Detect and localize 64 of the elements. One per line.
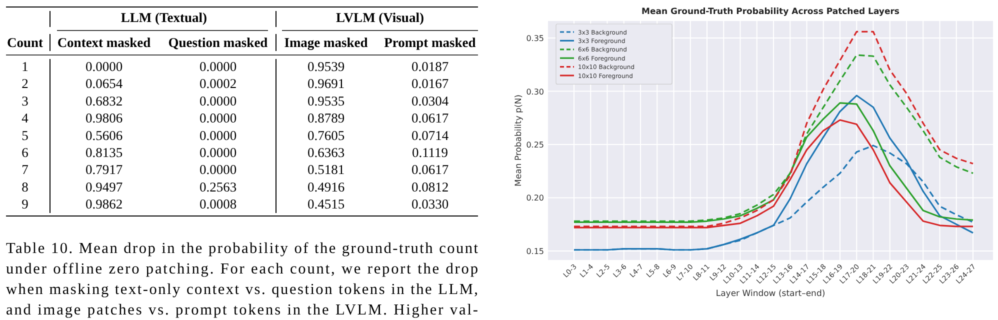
data-label: 0.7605	[307, 128, 345, 143]
chart-title: Mean Ground-Truth Probability Across Patched Layers	[642, 7, 900, 17]
y-tick-label: 5	[22, 128, 29, 143]
y-tick-label: 8	[22, 179, 29, 194]
y-tick-label: 0.20	[526, 194, 544, 203]
data-label: 0.0304	[411, 93, 449, 108]
data-label: 0.0617	[411, 110, 449, 126]
data-label: 0.9497	[85, 179, 123, 194]
x-axis-title: Layer Window (start–end)	[716, 289, 826, 299]
data-label: 0.2563	[199, 179, 237, 194]
text: LLM (Textual)	[120, 10, 208, 25]
data-label: 0.5181	[307, 162, 345, 178]
data-label: 0.9539	[307, 59, 345, 74]
y-tick-label: 6	[22, 145, 29, 160]
data-label: 0.9806	[85, 110, 123, 126]
data-label: 0.4515	[307, 196, 345, 212]
y-tick-label: 1	[22, 59, 28, 74]
x-tick-label: Context masked	[57, 35, 152, 50]
data-label: 0.0000	[199, 59, 237, 74]
y-tick-label: 9	[22, 196, 29, 212]
data-label: 0.0617	[411, 162, 449, 178]
y-axis-title: Count	[6, 35, 44, 50]
data-label: 0.8135	[85, 145, 123, 160]
y-tick-label: 0.15	[526, 246, 544, 256]
data-label: 0.0167	[411, 76, 449, 92]
data-label: 0.9535	[307, 93, 345, 108]
data-label: 0.4916	[307, 179, 345, 194]
caption: Table 10. Mean drop in the probability of the ground-truth count	[6, 240, 479, 257]
x-tick-label: Prompt masked	[384, 35, 476, 50]
data-label: 0.0008	[199, 196, 237, 212]
text: LVLM (Visual)	[336, 10, 424, 25]
data-label: 0.0002	[199, 76, 237, 92]
data-label: 0.5606	[85, 128, 123, 143]
data-label: 0.6832	[85, 93, 123, 108]
x-tick-label: Question masked	[168, 35, 268, 50]
y-axis-title: Mean Probability p(N)	[514, 94, 524, 186]
data-label: 0.0714	[411, 128, 449, 143]
y-tick-label: 0.30	[526, 87, 544, 96]
y-tick-label: 3	[22, 93, 29, 108]
y-tick-label: 4	[22, 110, 29, 126]
data-label: 0.9862	[85, 196, 123, 212]
data-label: 0.0000	[199, 93, 237, 108]
y-tick-label: 7	[22, 162, 29, 178]
text: and image patches vs. prompt tokens in the LVLM. Higher val-	[6, 302, 478, 318]
data-label: 0.0654	[85, 76, 123, 92]
text: when masking text-only context vs. question tokens in the LLM,	[6, 281, 478, 298]
data-label: 0.6363	[307, 145, 345, 160]
data-label: 0.9691	[307, 76, 345, 92]
y-tick-label: 0.25	[526, 140, 544, 150]
x-tick-label: Image masked	[284, 35, 368, 50]
data-label: 0.0000	[199, 128, 237, 143]
data-label: 0.0000	[199, 110, 237, 126]
data-label: 0.0000	[199, 162, 237, 178]
data-label: 0.0812	[411, 179, 449, 194]
data-label: 0.7917	[85, 162, 123, 178]
data-label: 0.0330	[411, 196, 449, 212]
data-label: 0.1119	[412, 145, 448, 160]
data-label: 0.0000	[199, 145, 237, 160]
data-label: 0.0000	[85, 59, 123, 74]
text: under offline zero patching. For each count, we report the drop	[6, 260, 478, 278]
data-label: 0.0187	[411, 59, 449, 74]
y-tick-label: 0.35	[526, 34, 544, 44]
y-tick-label: 2	[22, 76, 28, 92]
data-label: 0.8789	[307, 110, 345, 126]
